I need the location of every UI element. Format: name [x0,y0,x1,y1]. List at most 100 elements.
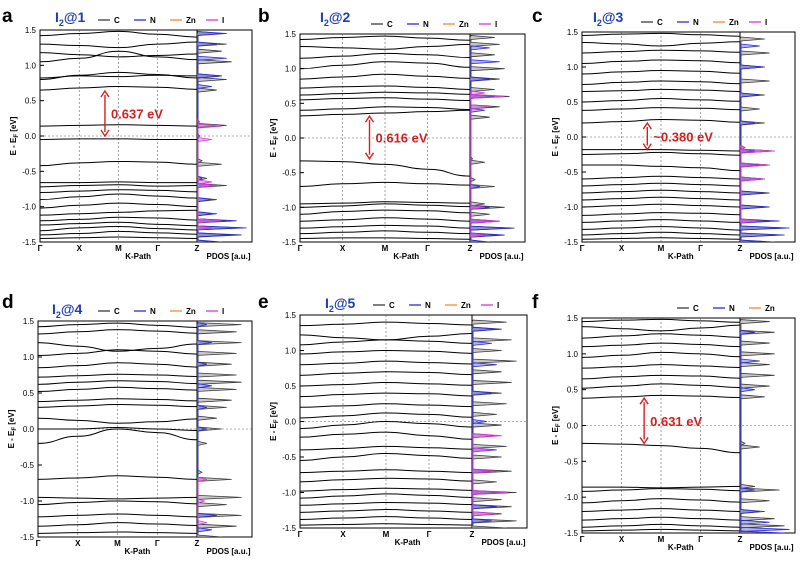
gap-arrow-head-up [642,121,652,130]
y-tick-label: 0.0 [567,133,579,142]
ylabel-main: E - E [9,137,18,155]
ylabel-unit: [eV] [7,409,16,427]
pdos-c [197,322,242,537]
band-line [300,452,472,462]
gap-arrow-head-up [364,114,375,123]
band-line [582,231,740,236]
band-line [300,201,470,205]
band-line [300,381,472,387]
band-line [300,501,472,506]
pdos-n [740,43,790,242]
legend-item-i: I [749,18,767,27]
legend-item-i: I [481,301,499,310]
band-line [40,209,197,216]
y-tick-label: 1.5 [23,317,35,326]
band-line [300,35,470,41]
y-tick-label: 1.0 [285,65,297,74]
kpoint-label: M [382,244,389,253]
band-line [40,124,197,127]
pdos-n [197,31,247,242]
band-line [40,189,197,194]
legend-item-zn: Zn [749,304,775,313]
band-line [582,149,740,152]
x-axis-label: K-Path [125,252,151,261]
band-lines [300,321,472,526]
panel-letter: c [532,6,543,27]
legend-item-n: N [409,301,431,310]
ylabel-unit: [eV] [551,117,560,135]
band-lines [38,322,197,534]
band-line [40,160,197,167]
band-line [40,30,197,38]
band-line [300,403,472,408]
gap-arrow-head-down [100,129,110,138]
ylabel-sub: F [274,419,280,423]
panel-e: e I2@5 C N Zn I-1.5-1.0-0.50.00.51.01.5E - EF… [258,292,528,547]
ylabel-unit: [eV] [551,406,560,424]
band-line [582,342,740,348]
band-line [38,386,197,393]
panel-d: d I2@4 C N Zn I-1.5-1.0-0.50.00.51.01.5E - EF… [2,292,253,556]
band-line [38,380,197,385]
band-line [582,107,740,111]
ylabel-unit: [eV] [9,116,18,134]
band-line [300,181,470,188]
y-tick-label: 0.5 [285,99,297,108]
panel-title: I2@1 [55,9,86,28]
band-line [300,349,472,355]
y-axis-label: E - EF [eV] [551,117,562,156]
y-tick-label: -1.0 [282,203,296,212]
pdos-c [472,319,517,528]
band-line [300,469,472,474]
y-tick-label: -0.5 [22,167,36,176]
kpoint-label: Z [738,535,743,544]
kpoint-label: Γ [36,539,41,548]
panel-a: a I2@1 C N Zn I-1.5-1.0-0.50.00.51.01.5E - EF… [2,6,253,261]
title-main: I [52,301,56,317]
band-line [582,49,740,54]
legend-item-c: C [641,18,663,27]
legend-item-i: I [479,20,497,29]
band-line [40,193,197,201]
band-line [38,342,197,352]
band-line [582,488,740,492]
y-axis-label: E - EF [eV] [551,406,562,445]
kpoint-label: Z [468,244,473,253]
y-axis-label: E - EF [eV] [9,116,20,155]
band-line [582,69,740,75]
legend-item-n: N [407,20,429,29]
kpoint-label: Z [195,244,200,253]
band-line [300,332,472,341]
legend-label: Zn [461,301,471,310]
panel-letter: a [2,6,13,27]
pdos-n [197,322,217,533]
pdos-curves [197,31,247,242]
panel-b: b I2@2 C N Zn I-1.5-1.0-0.50.00.51.01.5E - EF… [258,6,526,261]
legend-item-n: N [713,304,735,313]
legend-label: C [657,18,663,27]
band-line [582,324,740,332]
band-line [300,230,470,235]
band-line [300,97,470,102]
legend-label: N [423,20,429,29]
band-line [582,196,740,201]
legend-label: C [114,16,120,25]
legend-label: I [497,301,499,310]
pdos-axis-label: PDOS [a.u.] [206,547,250,556]
gap-arrow-head-down [642,143,652,151]
legend-item-n: N [677,18,699,27]
band-line [582,318,740,323]
pdos-curves [740,36,790,242]
band-line [300,412,472,419]
x-axis-label: K-Path [124,547,150,556]
gap-arrow-head-down [364,152,375,161]
pdos-axis-label: PDOS [a.u.] [479,252,523,261]
kpoint-label: Z [195,539,200,548]
band-line [38,373,197,378]
kpoint-label: Γ [427,530,432,539]
ylabel-sub: F [556,135,562,139]
band-line [300,203,470,208]
band-line [38,322,197,328]
band-line [582,32,740,37]
pdos-i [740,144,775,224]
